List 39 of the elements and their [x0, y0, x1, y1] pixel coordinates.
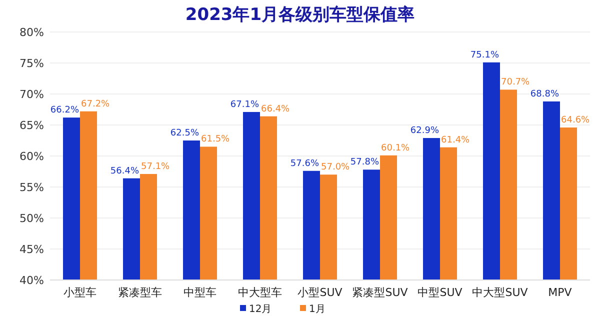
x-tick-label: 小型SUV	[298, 286, 343, 299]
data-label: 75.1%	[470, 50, 500, 60]
data-label: 66.4%	[261, 104, 290, 114]
x-tick-label: 紧凑型SUV	[352, 286, 408, 299]
data-label: 68.8%	[530, 89, 560, 100]
data-label: 61.5%	[201, 134, 230, 145]
data-label: 66.2%	[50, 106, 80, 116]
y-tick-label: 75%	[20, 57, 44, 70]
data-label: 57.8%	[350, 158, 380, 168]
y-tick-label: 40%	[20, 274, 44, 287]
x-tick-label: 小型车	[64, 286, 96, 299]
y-tick-label: 50%	[20, 212, 44, 225]
legend-label: 1月	[309, 304, 326, 315]
data-label: 62.5%	[170, 128, 200, 138]
legend-label: 12月	[249, 304, 272, 315]
data-label: 67.1%	[230, 100, 260, 110]
data-label: 57.1%	[141, 162, 170, 172]
y-tick-label: 55%	[20, 181, 44, 194]
data-label: 60.1%	[381, 143, 410, 154]
y-tick-label: 60%	[20, 150, 44, 163]
y-tick-label: 70%	[20, 88, 44, 101]
x-tick-label: 中大型车	[238, 286, 282, 299]
x-tick-label: 中大型SUV	[472, 286, 528, 299]
data-label: 64.6%	[561, 115, 590, 126]
data-label: 70.7%	[501, 78, 530, 88]
data-label: 57.0%	[321, 162, 350, 173]
x-tick-label: 中型SUV	[418, 286, 463, 299]
x-tick-label: MPV	[548, 286, 572, 299]
x-tick-label: 紧凑型车	[118, 286, 162, 299]
data-label: 56.4%	[110, 166, 140, 176]
data-label: 62.9%	[410, 126, 440, 136]
y-tick-label: 45%	[20, 243, 44, 256]
data-label: 61.4%	[441, 135, 470, 146]
data-label: 67.2%	[81, 99, 110, 110]
data-label: 57.6%	[290, 158, 320, 169]
y-tick-label: 80%	[20, 26, 44, 39]
x-tick-label: 中型车	[184, 286, 216, 299]
chart-title: 2023年1月各级别车型保值率	[185, 5, 415, 25]
y-tick-label: 65%	[20, 119, 44, 132]
